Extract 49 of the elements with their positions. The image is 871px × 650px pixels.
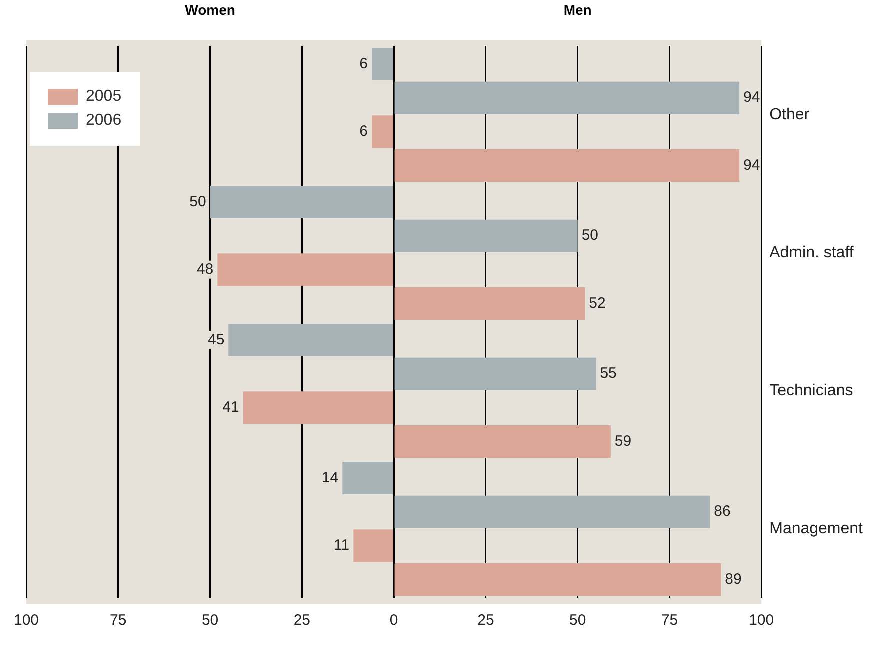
bar [228,324,394,357]
bar [394,496,710,528]
x-tick-label: 75 [110,612,127,630]
bar [354,530,394,562]
data-label: 14 [322,469,339,486]
legend-label: 2006 [86,112,122,130]
data-label: 52 [589,294,606,312]
y-tick-label: Management [770,520,864,538]
bar [372,48,394,81]
bar [394,82,740,114]
y-tick-label: Technicians [770,382,854,400]
data-label: 59 [614,432,632,450]
x-tick-label: 0 [390,612,398,630]
data-label: 94 [744,89,760,106]
data-label: 94 [744,156,760,174]
y-tick-label: Other [770,106,810,124]
bar [342,462,394,495]
x-tick-label: 50 [202,612,219,630]
bar [210,186,394,219]
bar [372,116,394,148]
x-tick-label: 100 [749,612,774,630]
text: Men [564,2,592,18]
bar [394,149,740,182]
data-label: 50 [190,193,206,210]
y-tick-label: Admin. staff [770,244,854,262]
bar [394,563,722,596]
data-label: 11 [334,537,350,554]
data-label: 89 [725,570,742,588]
x-tick-label: 25 [478,612,494,630]
data-label: 41 [222,399,240,416]
data-label: 86 [714,503,731,520]
data-label: 6 [360,123,368,140]
data-label: 50 [582,227,599,244]
bar [394,220,578,252]
legend-label: 2005 [86,88,122,106]
bar [394,425,611,458]
text: Women [185,2,236,18]
x-tick-label: 25 [294,612,311,630]
data-label: 48 [196,261,214,278]
x-tick-label: 100 [14,612,40,630]
bar [218,254,394,286]
x-tick-label: 75 [661,612,678,630]
x-tick-label: 50 [569,612,586,630]
bar [394,358,596,390]
bar [394,287,586,320]
data-label: 45 [208,331,225,348]
data-label: 55 [600,365,617,382]
bar [243,392,394,424]
data-label: 6 [360,55,368,72]
